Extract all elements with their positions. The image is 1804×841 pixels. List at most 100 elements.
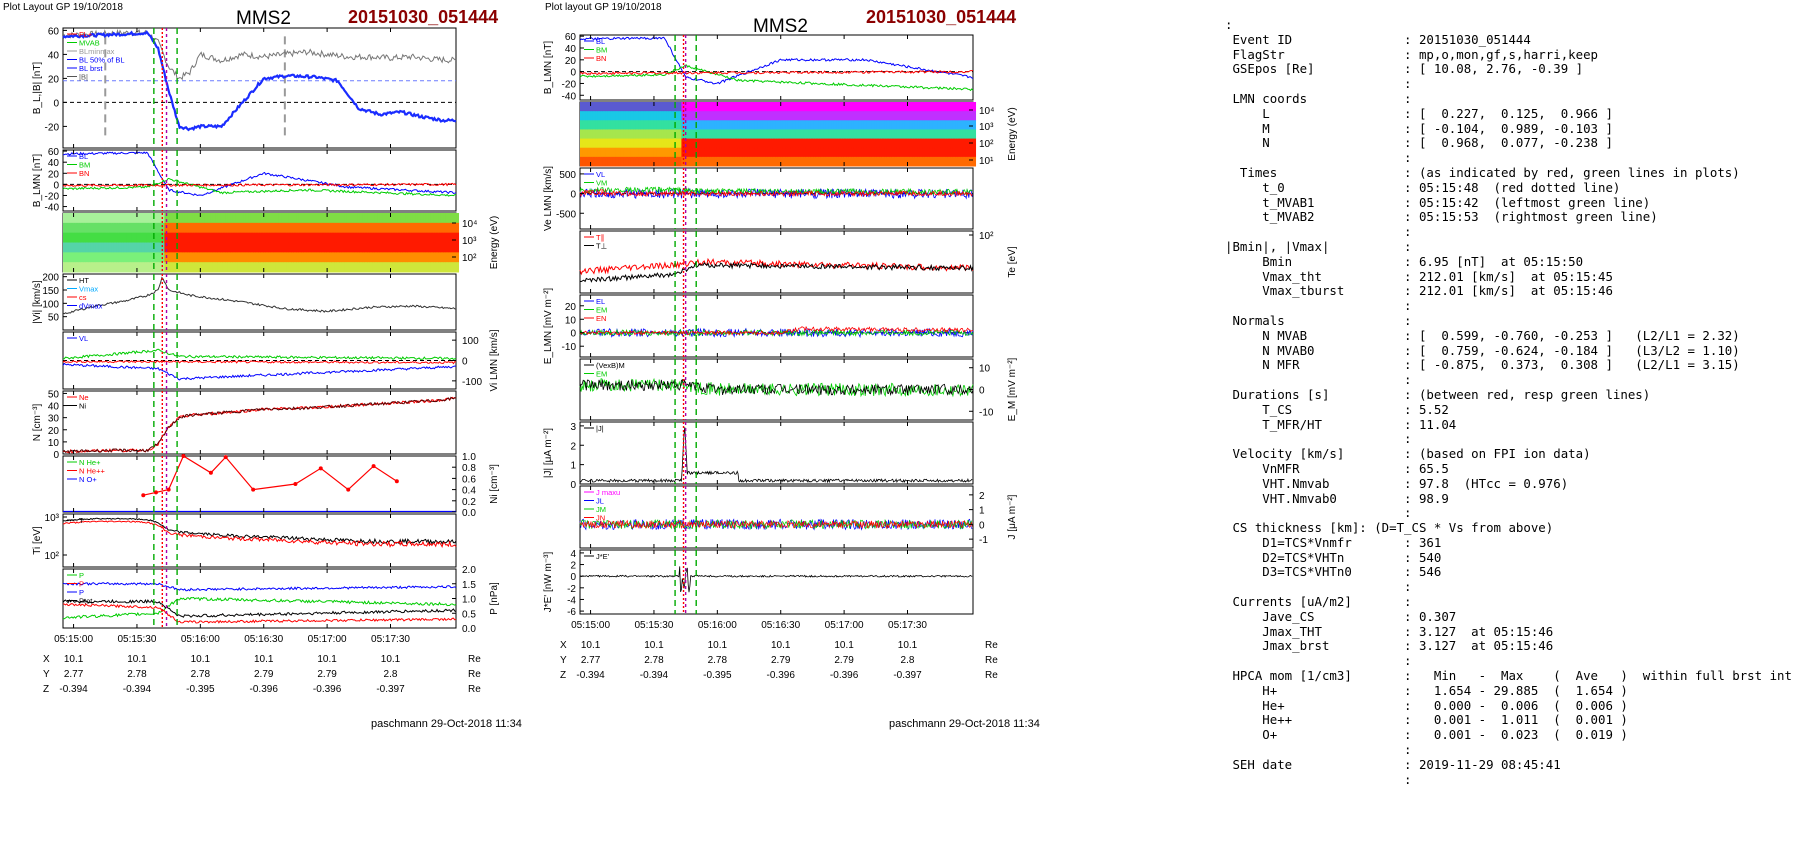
he2-point xyxy=(394,479,399,484)
spectrogram-cell xyxy=(133,232,138,243)
spectrogram-cell xyxy=(70,232,74,243)
spectrogram-cell xyxy=(113,262,117,273)
spectrogram-cell xyxy=(237,232,241,243)
spectrogram-cell xyxy=(139,222,143,234)
spectrogram-cell xyxy=(326,222,330,234)
spectrogram-cell xyxy=(303,242,307,253)
spectrogram-cell xyxy=(225,242,229,253)
vexb-trace xyxy=(579,378,974,397)
spectrogram-cell xyxy=(364,252,368,263)
spectrogram-cell xyxy=(772,156,776,167)
spectrogram-cell xyxy=(734,156,738,167)
legend-entry: Ptot xyxy=(79,597,93,606)
spectrogram-cell xyxy=(101,222,105,234)
spectrogram-cell xyxy=(676,156,680,167)
spectrogram-cell xyxy=(744,111,748,121)
spectrogram-cell xyxy=(838,147,842,158)
pos-row-value: -0.395 xyxy=(703,670,732,681)
spectrogram-cell xyxy=(215,213,219,224)
spectrogram-cell xyxy=(392,262,396,273)
spectrogram-cell xyxy=(303,222,307,234)
spectrogram-cell xyxy=(314,252,318,263)
spectrogram-cell xyxy=(785,111,789,121)
spectrogram-cell xyxy=(615,138,619,149)
spectrogram-cell xyxy=(792,129,797,140)
spectrogram-cell xyxy=(770,102,774,112)
spectrogram-cell xyxy=(590,138,594,149)
spectrogram-cell xyxy=(696,147,700,158)
spectrogram-cell xyxy=(210,242,214,253)
spectrogram-cell xyxy=(610,111,614,121)
spectrogram-cell xyxy=(747,111,751,121)
spectrogram-cell xyxy=(435,232,439,243)
spectrogram-cell xyxy=(415,232,419,243)
y-tick-label: 0.0 xyxy=(462,508,476,519)
spectrogram-cell xyxy=(762,111,766,121)
spectrogram-cell xyxy=(329,262,333,273)
spectrogram-cell xyxy=(154,252,158,263)
spectrogram-cell xyxy=(853,111,857,121)
spectrogram-cell xyxy=(701,129,705,140)
spectrogram-cell xyxy=(605,111,609,121)
spectrogram-cell xyxy=(352,222,356,234)
mid-footer: paschmann 29-Oct-2018 11:34 xyxy=(889,718,1040,730)
spectrogram-cell xyxy=(645,156,649,167)
spectrogram-cell xyxy=(818,147,822,158)
spectrogram-cell xyxy=(965,102,969,112)
spectrogram-cell xyxy=(179,242,183,253)
spectrogram-cell xyxy=(950,111,954,121)
spectrogram-cell xyxy=(253,232,257,243)
spectrogram-cell xyxy=(364,222,368,234)
spectrogram-cell xyxy=(121,262,125,273)
spectrogram-cell xyxy=(400,242,404,253)
spectrogram-cell xyxy=(965,147,969,158)
he2-point xyxy=(181,454,186,458)
spectrogram-cell xyxy=(260,213,264,224)
spectrogram-cell xyxy=(199,252,203,263)
spectrogram-cell xyxy=(879,147,883,158)
spectrogram-cell xyxy=(967,102,971,112)
y-tick-label: 20 xyxy=(48,74,60,85)
spectrogram-cell xyxy=(633,129,637,140)
spectrogram-cell xyxy=(950,120,954,130)
spectrogram-cell xyxy=(765,138,769,149)
spectrogram-cell xyxy=(914,120,918,130)
spectrogram-cell xyxy=(881,102,885,112)
spectrogram-cell xyxy=(813,120,817,130)
y-tick-label: 30 xyxy=(48,414,60,425)
spectrogram-cell xyxy=(298,222,302,234)
y-tick-label: 0.8 xyxy=(462,463,476,474)
spectrogram-cell xyxy=(146,222,150,234)
spectrogram-cell xyxy=(154,262,158,273)
spectrogram-cell xyxy=(359,242,363,253)
spectrogram-cell xyxy=(922,120,926,130)
spectrogram-cell xyxy=(663,138,667,149)
spectrogram-cell xyxy=(75,232,79,243)
spectrogram-cell xyxy=(912,111,916,121)
spectrogram-cell xyxy=(359,222,363,234)
spectrogram-cell xyxy=(729,147,733,158)
spectrogram-cell xyxy=(843,111,847,121)
spectrogram-cell xyxy=(668,129,672,140)
spectrogram-cell xyxy=(456,252,460,263)
spectrogram-cell xyxy=(423,242,427,253)
spectrogram-cell xyxy=(248,213,252,224)
y-tick-label: 0 xyxy=(53,98,59,109)
spectrogram-cell xyxy=(650,102,655,112)
spectrogram-cell xyxy=(762,120,766,130)
spectrogram-cell xyxy=(833,111,837,121)
spectrogram-cell xyxy=(709,102,713,112)
spectrogram-cell xyxy=(689,120,693,130)
legend-entry: BL xyxy=(79,152,88,161)
legend-entry: HT xyxy=(79,276,89,285)
spectrogram-cell xyxy=(260,262,264,273)
x-tick-label: 05:15:00 xyxy=(571,620,610,631)
spectrogram-cell xyxy=(425,242,429,253)
spectrogram-cell xyxy=(402,222,406,234)
spectrogram-cell xyxy=(265,262,269,273)
spectrogram-cell xyxy=(815,156,819,167)
pos-row-value: 10.1 xyxy=(898,640,918,651)
spectrogram-cell xyxy=(623,129,627,140)
spectrogram-cell xyxy=(590,129,594,140)
spectrogram-cell xyxy=(792,120,797,130)
